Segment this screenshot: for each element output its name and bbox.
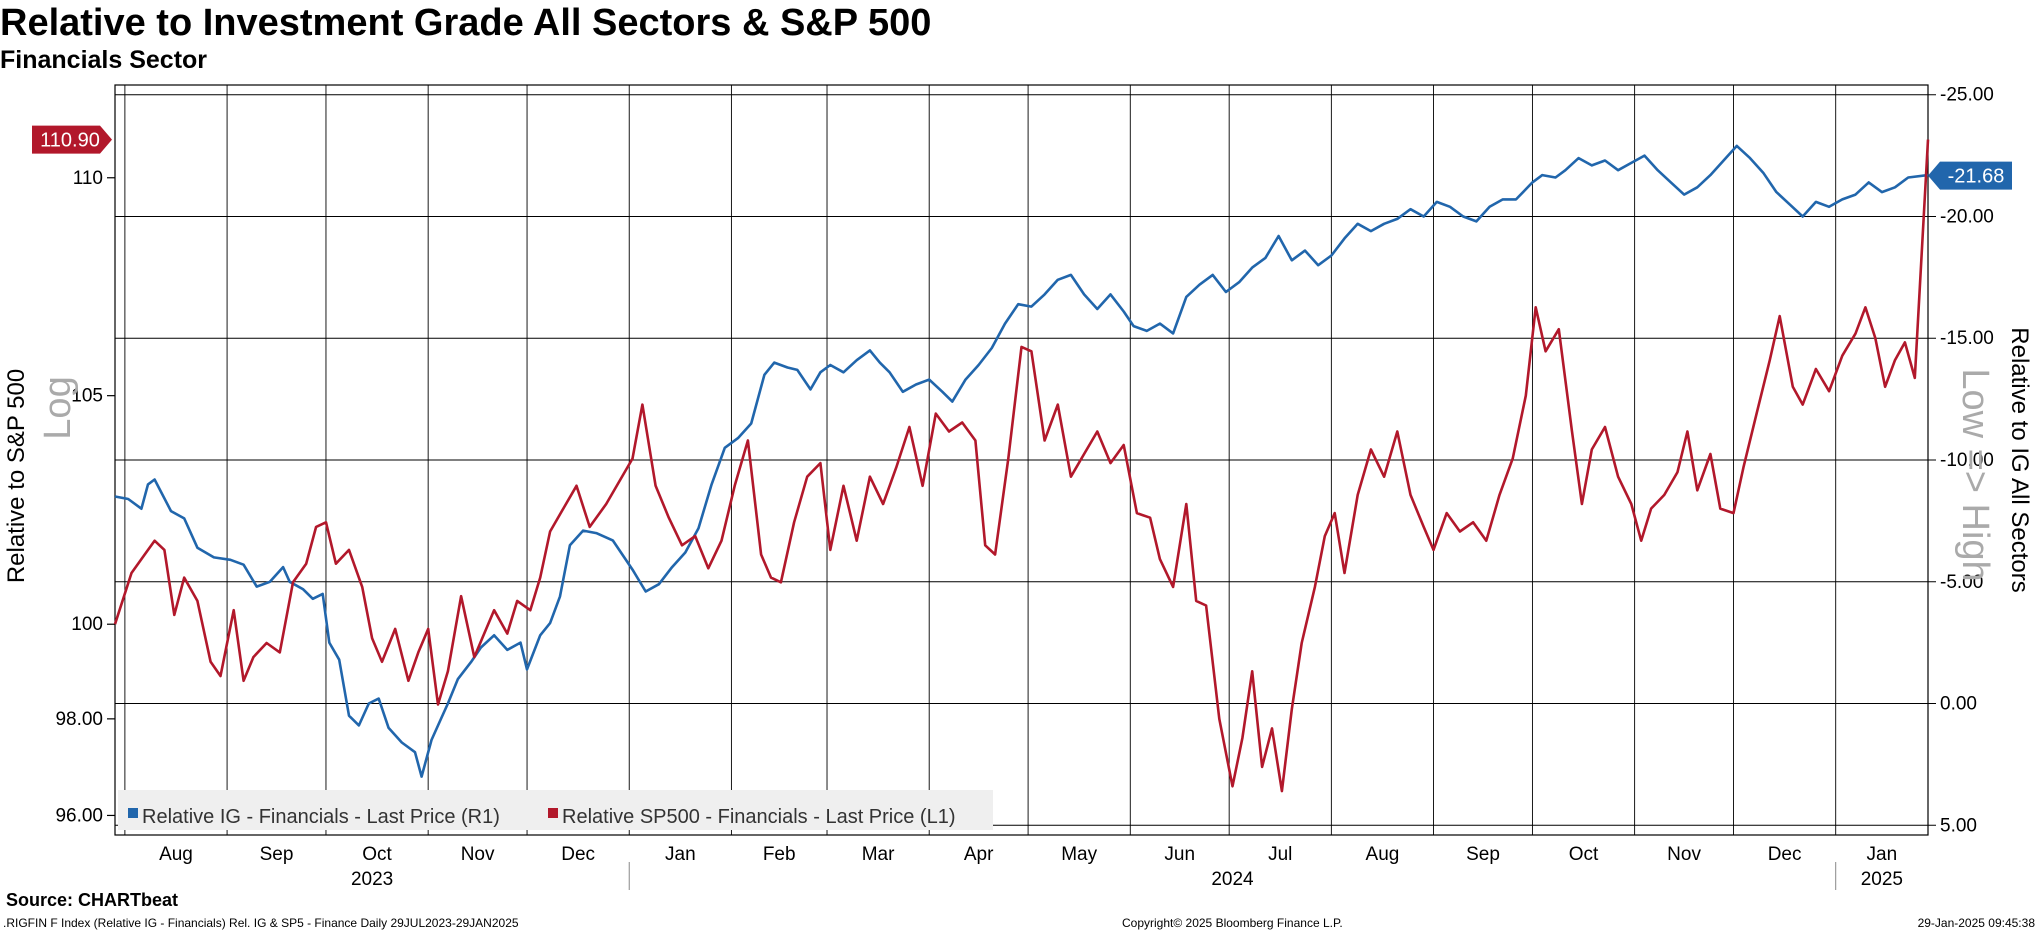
legend-label-sp500: Relative SP500 - Financials - Last Price… [562, 806, 956, 828]
x-tick-label: Nov [461, 844, 495, 865]
right-tick-label: 0.00 [1940, 694, 1977, 715]
x-tick-label: Dec [561, 844, 595, 865]
left-tick-label: 100 [71, 614, 103, 635]
footer-index-info: .RIGFIN F Index (Relative IG - Financial… [3, 916, 519, 930]
x-tick-label: Jun [1164, 844, 1195, 865]
footer-copyright: Copyright© 2025 Bloomberg Finance L.P. [1122, 916, 1343, 930]
x-tick-label: Mar [862, 844, 895, 865]
left-tick-label: 96.00 [55, 805, 103, 826]
right-tick-label: -20.00 [1940, 206, 1994, 227]
x-tick-label: Jan [1867, 844, 1898, 865]
right-tick-label: -5.00 [1940, 572, 1983, 593]
x-tick-label: Jan [665, 844, 696, 865]
legend-swatch-sp500 [548, 808, 558, 818]
legend-swatch-ig [128, 808, 138, 818]
last-value-label-sp500: 110.90 [40, 130, 100, 152]
x-tick-label: Aug [159, 844, 193, 865]
left-axis-title: Relative to S&P 500 [3, 369, 30, 583]
last-value-tag-sp500 [32, 125, 112, 154]
x-tick-label: May [1061, 844, 1097, 865]
right-tick-label: 5.00 [1940, 815, 1977, 836]
right-tick-label: -10.00 [1940, 450, 1994, 471]
x-year-label: 2025 [1861, 869, 1903, 890]
last-value-label-ig: -21.68 [1948, 166, 2005, 188]
x-tick-label: Sep [260, 844, 294, 865]
left-tick-label: 110 [73, 168, 103, 189]
x-tick-label: Aug [1366, 844, 1400, 865]
x-year-label: 2023 [351, 869, 393, 890]
right-axis-scale-note: Low => High [1954, 368, 1996, 581]
last-value-tag-ig [1928, 161, 2012, 190]
source-note: Source: CHARTbeat [6, 890, 179, 910]
left-axis-scale-note: Log [37, 376, 79, 439]
x-tick-label: Oct [362, 844, 392, 865]
legend-label-ig: Relative IG - Financials - Last Price (R… [142, 806, 500, 828]
chart-subtitle: Financials Sector [0, 46, 208, 74]
x-tick-label: Oct [1569, 844, 1599, 865]
right-tick-label: -15.00 [1940, 328, 1994, 349]
right-tick-label: -25.00 [1940, 85, 1994, 106]
x-tick-label: Jul [1268, 844, 1292, 865]
x-tick-label: Dec [1768, 844, 1802, 865]
series-line-sp500 [113, 139, 1930, 793]
footer-timestamp: 29-Jan-2025 09:45:38 [1917, 916, 2035, 930]
left-tick-label: 105 [71, 386, 103, 407]
x-tick-label: Sep [1466, 844, 1500, 865]
right-axis-title: Relative to IG All Sectors [2006, 327, 2033, 592]
chart-title: Relative to Investment Grade All Sectors… [0, 2, 932, 44]
x-tick-label: Feb [763, 844, 796, 865]
x-year-label: 2024 [1211, 869, 1254, 890]
x-tick-label: Apr [964, 844, 994, 865]
x-tick-label: Nov [1667, 844, 1701, 865]
left-tick-label: 98.00 [55, 709, 103, 730]
series-line-ig [114, 144, 1929, 778]
